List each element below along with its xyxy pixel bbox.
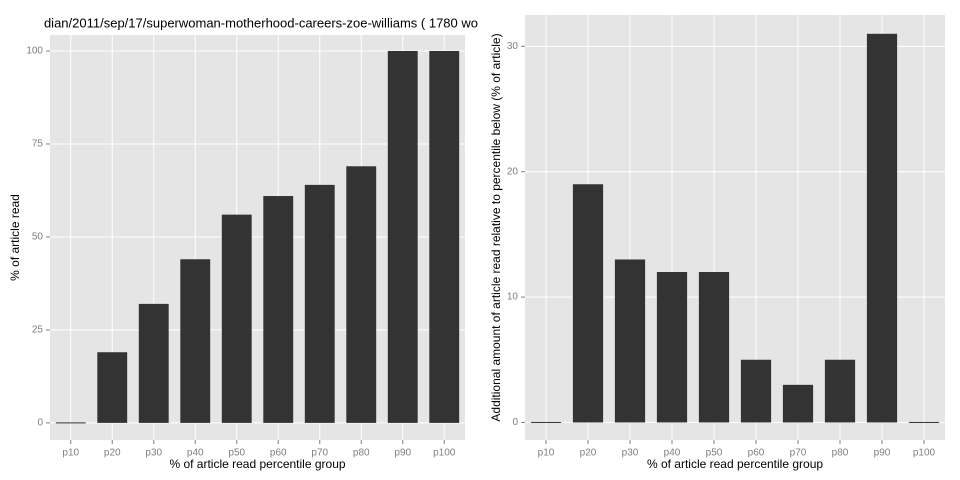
bar xyxy=(572,184,604,423)
x-tick-label: p20 xyxy=(580,448,597,459)
bar xyxy=(263,196,294,423)
bar xyxy=(304,184,335,423)
x-tick-label: p100 xyxy=(913,448,936,459)
x-tick-label: p90 xyxy=(394,448,411,459)
x-tick-label: p60 xyxy=(748,448,765,459)
x-axis-title: % of article read percentile group xyxy=(647,457,823,471)
x-tick-label: p30 xyxy=(145,448,162,459)
x-tick-label: p50 xyxy=(706,448,723,459)
bar xyxy=(698,272,730,423)
bar xyxy=(55,422,86,424)
x-tick-label: p90 xyxy=(874,448,891,459)
x-tick-label: p80 xyxy=(353,448,370,459)
bar xyxy=(346,166,377,423)
x-tick-label: p30 xyxy=(622,448,639,459)
y-tick-label: 0 xyxy=(512,417,518,428)
y-tick-label: 25 xyxy=(32,325,44,336)
y-axis-title: Additional amount of article read relati… xyxy=(489,33,503,421)
bar xyxy=(824,359,856,423)
x-tick-label: p10 xyxy=(62,448,79,459)
x-tick-label: p10 xyxy=(538,448,555,459)
bar xyxy=(866,33,898,423)
bar xyxy=(180,259,211,423)
x-axis-title: % of article read percentile group xyxy=(169,457,345,471)
y-tick-label: 50 xyxy=(32,232,44,243)
x-tick-label: p60 xyxy=(270,448,287,459)
x-tick-label: p20 xyxy=(104,448,121,459)
x-tick-label: p40 xyxy=(664,448,681,459)
x-tick-label: p100 xyxy=(433,448,456,459)
y-axis-title: % of article read xyxy=(8,194,22,281)
bar xyxy=(614,259,646,423)
bar xyxy=(530,421,562,423)
x-tick-label: p80 xyxy=(832,448,849,459)
x-tick-label: p40 xyxy=(187,448,204,459)
bar xyxy=(429,50,460,423)
y-tick-label: 10 xyxy=(507,292,519,303)
bar xyxy=(740,359,772,423)
bar xyxy=(221,214,252,423)
bar xyxy=(782,384,814,423)
bar xyxy=(656,272,688,423)
y-tick-label: 30 xyxy=(507,41,519,52)
bar xyxy=(138,303,169,423)
bar xyxy=(908,421,940,423)
chart-title: dian/2011/sep/17/superwoman-motherhood-c… xyxy=(44,15,478,30)
y-tick-label: 20 xyxy=(507,166,519,177)
bar xyxy=(97,352,128,423)
bar xyxy=(387,50,418,423)
y-tick-label: 100 xyxy=(26,46,43,57)
x-tick-label: p50 xyxy=(228,448,245,459)
x-tick-label: p70 xyxy=(790,448,807,459)
x-tick-label: p70 xyxy=(311,448,328,459)
y-tick-label: 75 xyxy=(32,139,44,150)
y-tick-label: 0 xyxy=(37,418,43,429)
